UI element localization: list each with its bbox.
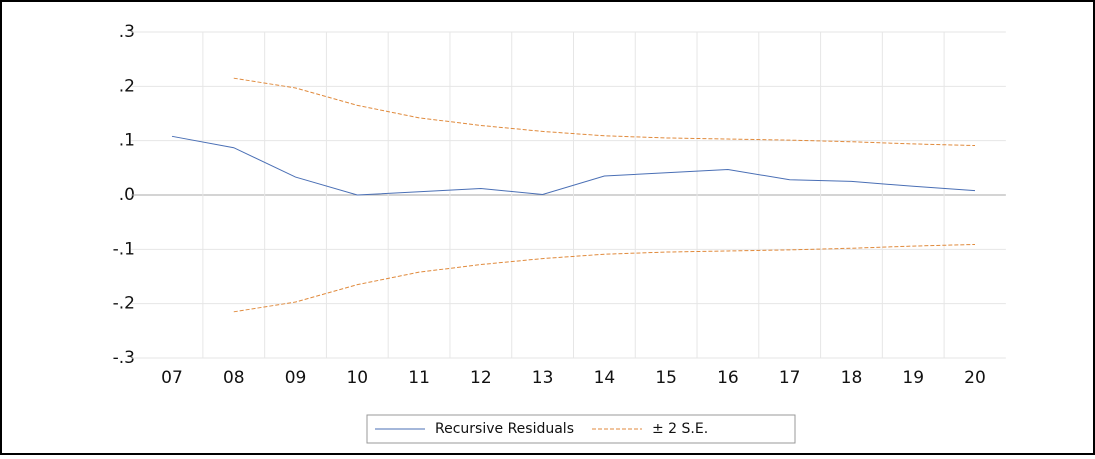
x-tick-label: 08 (223, 368, 245, 388)
x-tick-label: 14 (594, 368, 616, 388)
x-tick-label: 07 (161, 368, 183, 388)
x-tick-label: 09 (285, 368, 307, 388)
y-tick-label: .0 (119, 185, 135, 205)
y-tick-label: .2 (119, 76, 135, 96)
x-tick-label: 13 (532, 368, 554, 388)
y-tick-label: -.3 (113, 348, 135, 368)
series-line (171, 135, 976, 196)
x-tick-label: 17 (779, 368, 801, 388)
y-tick-label: -.2 (113, 294, 135, 314)
legend-label: Recursive Residuals (435, 421, 574, 437)
x-tick-label: 20 (964, 368, 986, 388)
series-line-lower (233, 243, 976, 313)
y-tick-label: .3 (119, 22, 135, 42)
x-tick-label: 19 (902, 368, 924, 388)
y-tick-label: -.1 (113, 239, 135, 259)
legend-box (366, 414, 796, 444)
legend-label: ± 2 S.E. (652, 421, 708, 437)
x-tick-label: 10 (346, 368, 368, 388)
x-tick-label: 12 (470, 368, 492, 388)
x-tick-label: 15 (655, 368, 677, 388)
y-tick-label: .1 (119, 131, 135, 151)
x-tick-label: 16 (717, 368, 739, 388)
x-tick-label: 11 (408, 368, 430, 388)
series-line (233, 77, 976, 147)
x-tick-label: 18 (841, 368, 863, 388)
